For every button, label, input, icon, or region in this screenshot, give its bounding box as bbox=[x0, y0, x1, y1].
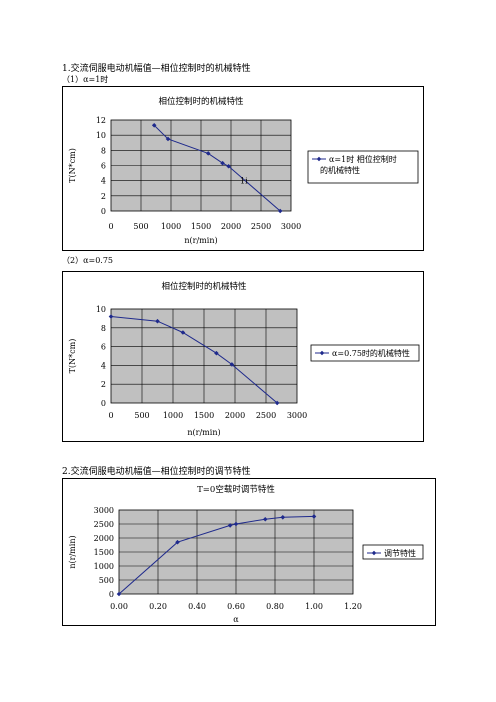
x-axis-label: n(r/min) bbox=[184, 236, 217, 245]
chart1: 相位控制时的机械特性 0 500 1000 1500 2000 2500 3000 0 2 4 6 8 1… bbox=[68, 96, 419, 245]
y-tick-label: 6 bbox=[101, 162, 106, 171]
x-tick-label: 0 bbox=[108, 222, 113, 231]
y-tick-label: 0 bbox=[101, 399, 106, 408]
y-tick-label: 2 bbox=[101, 380, 106, 389]
x-tick-label: 0.80 bbox=[266, 602, 284, 611]
chart3-frame: T=0空载时调节特性 0.00 0.20 0.40 0.60 0.80 1.00 1.20 0 5… bbox=[62, 478, 436, 626]
chart-title: T=0空载时调节特性 bbox=[197, 484, 275, 495]
legend-box bbox=[310, 344, 420, 362]
y-tick-label: 8 bbox=[101, 324, 106, 333]
chart-annotation: 1i bbox=[240, 177, 248, 186]
data-point bbox=[277, 208, 283, 214]
y-tick-label: 10 bbox=[96, 305, 106, 314]
x-tick-label: 500 bbox=[133, 222, 148, 231]
y-tick-label: 3000 bbox=[94, 506, 114, 515]
chart2-frame: 相位控制时的机械特性 0 500 1000 1500 2000 2500 3000 0 2 4 6 8 1… bbox=[62, 271, 424, 442]
x-axis-label: n(r/min) bbox=[187, 428, 220, 437]
section2-heading: 2.交流伺服电动机幅值—相位控制时的调节特性 bbox=[62, 467, 251, 477]
x-tick-label: 1500 bbox=[194, 411, 214, 420]
x-tick-label: 0 bbox=[108, 411, 113, 420]
y-tick-label: 4 bbox=[101, 361, 106, 370]
legend-marker bbox=[319, 350, 325, 356]
y-tick-label: 8 bbox=[101, 146, 106, 155]
data-point bbox=[165, 136, 171, 142]
chart2: 相位控制时的机械特性 0 500 1000 1500 2000 2500 3000 0 2 4 6 8 1… bbox=[68, 281, 420, 437]
x-tick-label: 2000 bbox=[221, 222, 241, 231]
x-tick-label: 2500 bbox=[256, 411, 276, 420]
y-axis-label: T(N*cm) bbox=[68, 148, 77, 183]
x-tick-label: 3000 bbox=[281, 222, 301, 231]
legend-box bbox=[362, 544, 424, 560]
legend-box bbox=[307, 150, 419, 184]
data-point bbox=[311, 514, 317, 519]
sub2-heading: （2）α=0.75 bbox=[62, 256, 114, 265]
x-tick-label: 2500 bbox=[251, 222, 271, 231]
y-tick-label: 2000 bbox=[94, 534, 114, 543]
data-point bbox=[151, 123, 157, 128]
y-tick-label: 6 bbox=[101, 343, 106, 352]
series-line bbox=[153, 124, 281, 212]
x-tick-label: 1500 bbox=[191, 222, 211, 231]
y-tick-label: 0 bbox=[109, 590, 114, 599]
y-tick-label: 1500 bbox=[94, 548, 114, 557]
y-axis-label: n(r/min) bbox=[68, 535, 77, 568]
y-tick-label: 2500 bbox=[94, 520, 114, 529]
legend-label: 调节特性 bbox=[384, 548, 416, 558]
data-point bbox=[205, 151, 211, 156]
x-tick-label: 0.40 bbox=[188, 602, 206, 611]
x-tick-label: 1.20 bbox=[344, 602, 362, 611]
x-tick-label: 2000 bbox=[225, 411, 245, 420]
y-tick-label: 10 bbox=[96, 131, 106, 140]
chart3: T=0空载时调节特性 0.00 0.20 0.40 0.60 0.80 1.00 1.20 0 5… bbox=[68, 484, 424, 624]
x-axis-label: α bbox=[233, 615, 239, 624]
x-tick-label: 0.00 bbox=[110, 602, 128, 611]
legend-marker bbox=[316, 156, 322, 162]
chart-title: 相位控制时的机械特性 bbox=[158, 96, 244, 107]
data-point bbox=[226, 163, 231, 169]
sub1-heading: （1）α=1时 bbox=[62, 75, 109, 84]
y-axis-label: T(N*cm) bbox=[68, 339, 77, 374]
y-tick-label: 12 bbox=[96, 116, 106, 125]
series-line bbox=[110, 316, 278, 404]
x-tick-label: 0.60 bbox=[227, 602, 245, 611]
y-tick-label: 500 bbox=[99, 576, 114, 585]
y-tick-label: 4 bbox=[101, 177, 106, 186]
data-point bbox=[274, 400, 280, 406]
x-tick-label: 0.20 bbox=[149, 602, 167, 611]
x-tick-label: 1.00 bbox=[305, 602, 323, 611]
data-point bbox=[280, 514, 286, 520]
x-tick-label: 1000 bbox=[161, 222, 181, 231]
chart-title: 相位控制时的机械特性 bbox=[161, 281, 247, 292]
x-tick-label: 3000 bbox=[287, 411, 307, 420]
data-point bbox=[155, 318, 160, 324]
legend-label: α=0.75时的机械特性 bbox=[332, 348, 410, 358]
data-point bbox=[227, 523, 233, 528]
section1-heading: 1.交流伺服电动机幅值—相位控制时的机械特性 bbox=[62, 64, 251, 74]
data-point bbox=[220, 160, 225, 166]
data-point bbox=[175, 539, 180, 545]
y-tick-label: 2 bbox=[101, 192, 106, 201]
x-tick-label: 500 bbox=[134, 411, 149, 420]
chart1-frame: 相位控制时的机械特性 0 500 1000 1500 2000 2500 3000 0 2 4 6 8 1… bbox=[62, 86, 424, 251]
legend-label-continued: 的机械特性 bbox=[320, 165, 360, 175]
legend-label: α=1时 相位控制时 bbox=[329, 154, 397, 164]
y-tick-label: 0 bbox=[101, 207, 106, 216]
y-tick-label: 1000 bbox=[94, 562, 114, 571]
x-tick-label: 1000 bbox=[163, 411, 183, 420]
